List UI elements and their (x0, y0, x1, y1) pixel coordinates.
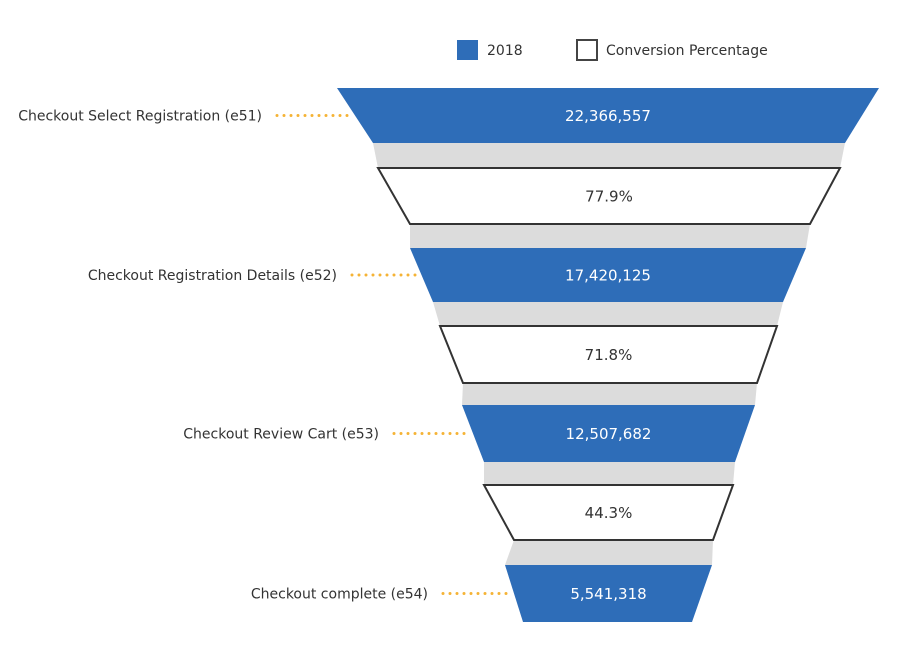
connector (484, 462, 735, 485)
value-label: 12,507,682 (566, 425, 652, 443)
connector (505, 540, 713, 565)
legend-swatch (457, 40, 478, 60)
connector (433, 302, 783, 326)
value-label: 77.9% (585, 188, 633, 206)
funnel-stage (462, 405, 755, 462)
conversion-stage (376, 167, 842, 225)
value-label: 17,420,125 (565, 267, 651, 285)
funnel-stage (505, 565, 712, 622)
value-label: 71.8% (585, 346, 633, 364)
connector (462, 383, 757, 405)
stage-label: Checkout complete (e54) (251, 587, 428, 603)
funnel-stage (410, 248, 806, 302)
legend-label: 2018 (487, 43, 523, 59)
value-label: 44.3% (585, 504, 633, 522)
connector (410, 224, 810, 248)
legend-swatch (576, 39, 598, 61)
conversion-stage (438, 325, 779, 384)
funnel-stage (337, 88, 879, 143)
value-label: 5,541,318 (570, 585, 646, 603)
stage-label: Checkout Review Cart (e53) (183, 427, 379, 443)
value-label: 22,366,557 (565, 107, 651, 125)
connector (373, 143, 845, 168)
conversion-stage (482, 484, 735, 541)
stage-label: Checkout Registration Details (e52) (88, 268, 337, 284)
stage-label: Checkout Select Registration (e51) (18, 109, 262, 125)
legend-label: Conversion Percentage (606, 43, 768, 59)
